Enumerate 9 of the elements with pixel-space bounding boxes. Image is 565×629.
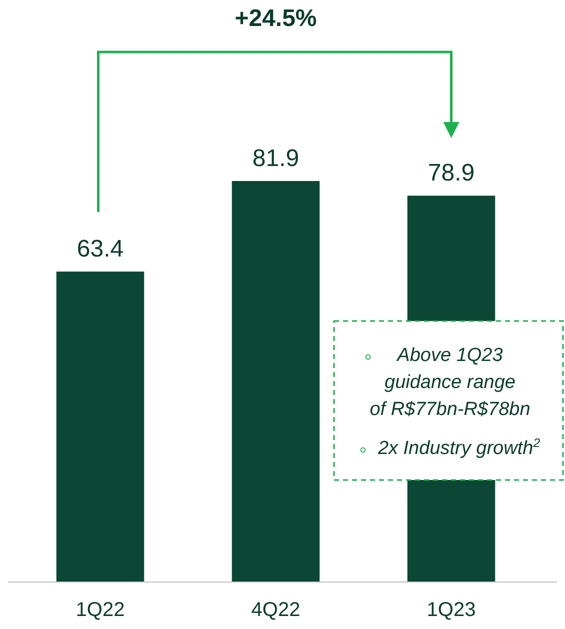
annotation: 2x Industry growth$^{2}$ bbox=[376, 436, 540, 459]
text: +24.5% bbox=[234, 5, 317, 32]
x-tick-label: 1Q23 bbox=[426, 599, 476, 621]
annotation: Above 1Q23 guidance range of R$77bn-R$78bn bbox=[370, 345, 530, 420]
data-label: 78.9 bbox=[428, 160, 475, 187]
x-tick-label: 4Q22 bbox=[251, 599, 300, 621]
data-label: 63.4 bbox=[76, 236, 124, 263]
data-label: 81.9 bbox=[252, 145, 300, 172]
x-tick-label: 1Q22 bbox=[76, 599, 125, 621]
